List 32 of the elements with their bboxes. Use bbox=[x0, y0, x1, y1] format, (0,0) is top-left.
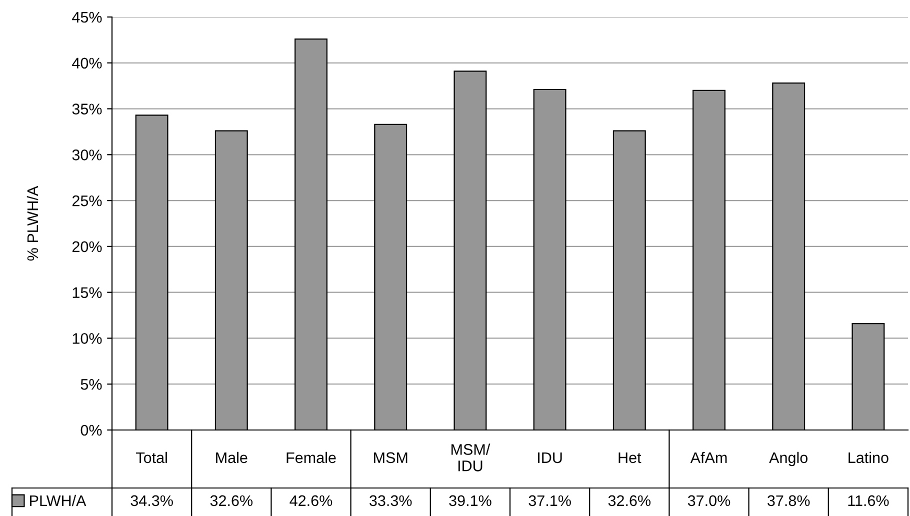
data-label: 37.0% bbox=[688, 495, 730, 506]
data-label: 37.1% bbox=[528, 495, 571, 506]
y-tick-label: 45% bbox=[72, 12, 102, 23]
y-tick-label: 20% bbox=[72, 241, 102, 252]
legend-label: PLWH/A bbox=[30, 494, 86, 506]
x-tick-label: Total bbox=[136, 452, 167, 464]
y-tick-label: 30% bbox=[72, 150, 102, 160]
data-label: 11.6% bbox=[848, 495, 889, 506]
x-tick-label: Het bbox=[618, 452, 642, 464]
x-tick-label: Latino bbox=[848, 452, 888, 464]
y-axis-title: % PLWH/A bbox=[26, 186, 38, 261]
x-tick-label: Anglo bbox=[769, 452, 808, 466]
y-tick-label: 25% bbox=[72, 195, 102, 206]
data-label: 42.6% bbox=[290, 495, 332, 506]
data-label: 32.6% bbox=[608, 495, 651, 506]
data-label: 37.8% bbox=[768, 495, 810, 506]
y-tick-label: 10% bbox=[72, 333, 102, 344]
x-tick-label: MSM/ IDU bbox=[452, 444, 490, 472]
x-tick-label: IDU bbox=[538, 452, 562, 464]
data-label: 39.1% bbox=[449, 495, 492, 506]
x-tick-label: Male bbox=[216, 452, 248, 464]
x-tick-label: MSM bbox=[374, 452, 408, 464]
y-tick-label: 40% bbox=[72, 58, 102, 69]
data-label: 33.3% bbox=[370, 495, 412, 506]
y-tick-label: 0% bbox=[80, 424, 102, 436]
x-tick-label: AfAm bbox=[690, 452, 727, 463]
x-tick-label: Female bbox=[286, 452, 336, 464]
data-label: 34.3% bbox=[130, 495, 173, 506]
data-label: 32.6% bbox=[210, 495, 253, 506]
y-tick-label: 15% bbox=[72, 287, 102, 298]
y-tick-label: 5% bbox=[80, 379, 102, 390]
y-tick-label: 35% bbox=[72, 104, 102, 114]
